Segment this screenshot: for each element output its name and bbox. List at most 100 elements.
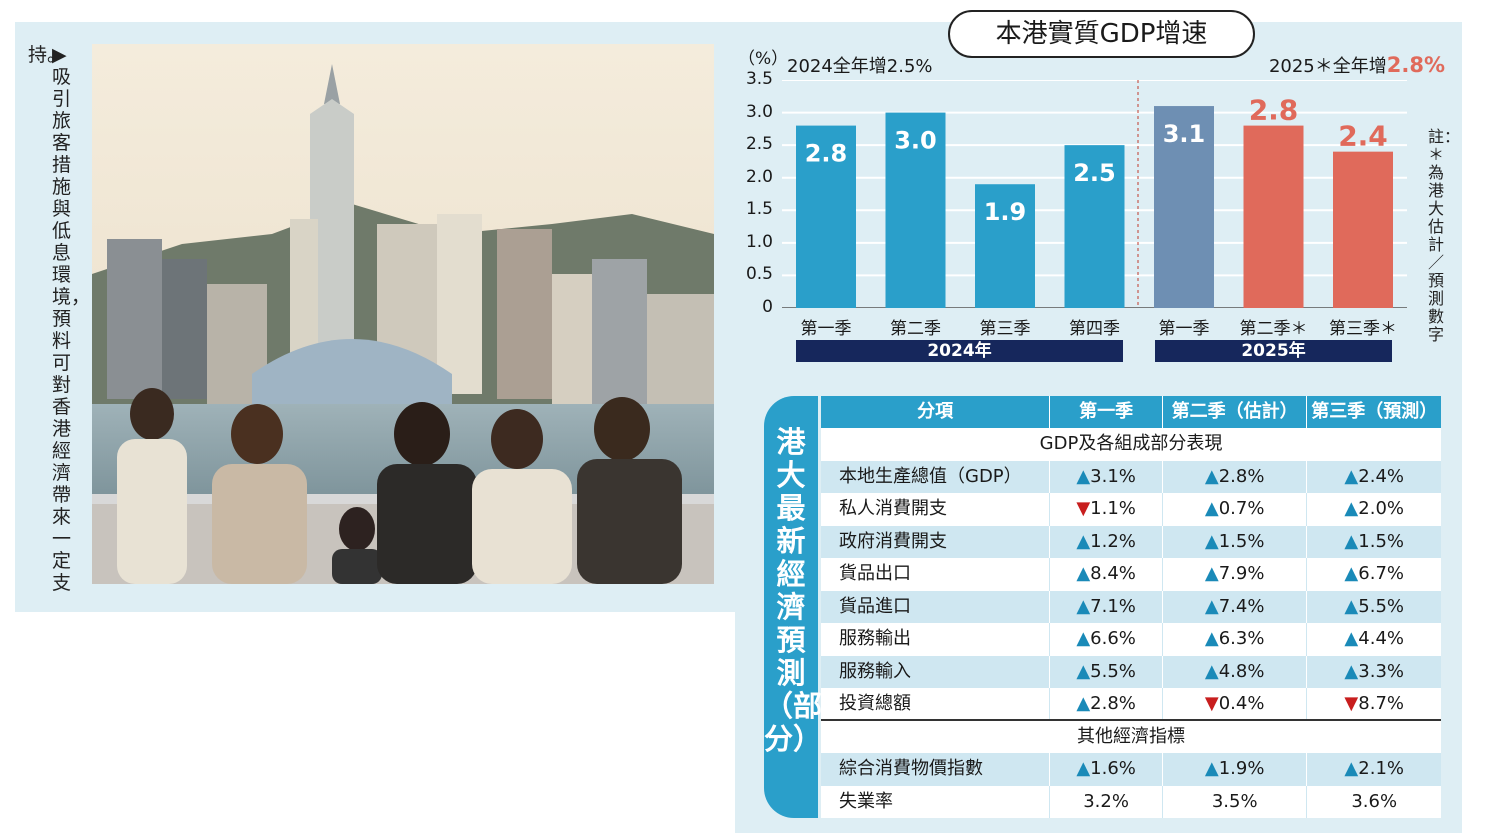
up-arrow-icon: ▲	[1076, 660, 1091, 682]
bar	[1154, 106, 1214, 308]
annotation-2025-value: 2.8%	[1386, 53, 1445, 77]
x-tick-label: 第三季	[979, 319, 1031, 339]
y-tick-label: 1.5	[745, 199, 773, 220]
photo-caption-tail: 持。	[28, 44, 67, 66]
cell-q3: ▲2.4%	[1344, 465, 1404, 487]
cell-q1: ▲6.6%	[1050, 623, 1163, 656]
bar	[975, 184, 1035, 308]
chart-title: 本港實質GDP增速	[948, 10, 1255, 58]
row-label: 服務輸出	[821, 623, 1051, 656]
up-arrow-icon: ▲	[1204, 758, 1219, 779]
annotation-2025: 2025＊全年增2.8%	[1269, 52, 1445, 78]
cell-q3: ▲5.5%	[1344, 595, 1404, 617]
cell-q3: ▲3.3%	[1344, 660, 1404, 682]
up-arrow-icon: ▲	[1076, 465, 1091, 487]
forecast-table: 分項 第一季 第二季（估計） 第三季（預測） GDP及各組成部分表現 本地生產總…	[821, 396, 1441, 818]
bar-value-label: 2.8	[1249, 94, 1299, 127]
table-row: 綜合消費物價指數 ▲1.6% ▲1.9% ▲2.1%	[821, 753, 1441, 786]
up-arrow-icon: ▲	[1344, 595, 1359, 617]
y-tick-label: 3.5	[745, 69, 773, 89]
cell-q3: ▼8.7%	[1344, 693, 1404, 714]
row-label: 投資總額	[821, 688, 1051, 721]
y-tick-label: 0	[762, 297, 773, 317]
up-arrow-icon: ▲	[1344, 498, 1359, 519]
cell-q3: ▲1.5%	[1344, 530, 1404, 552]
table-row: 私人消費開支 ▼1.1% ▲0.7% ▲2.0%	[821, 493, 1441, 526]
row-label: 貨品出口	[821, 558, 1051, 591]
section-gdp-components: GDP及各組成部分表現	[821, 428, 1441, 461]
up-arrow-icon: ▲	[1076, 530, 1091, 552]
up-arrow-icon: ▲	[1204, 530, 1219, 552]
table-rows-other: 綜合消費物價指數 ▲1.6% ▲1.9% ▲2.1% 失業率 3.2% 3.5% 3.6%	[821, 753, 1441, 818]
up-arrow-icon: ▲	[1344, 628, 1359, 649]
bar-value-label: 2.8	[805, 140, 848, 168]
up-arrow-icon: ▲	[1204, 660, 1219, 682]
x-tick-label: 第二季	[890, 319, 941, 339]
harbour-photo	[92, 44, 714, 584]
bar-value-label: 3.1	[1163, 120, 1206, 148]
y-tick-label: 2.0	[745, 166, 773, 187]
chart-plot: 2.8 3.0 1.9 2.5 3.1 2.8 2.4	[782, 80, 1407, 308]
table-row: 貨品進口 ▲7.1% ▲7.4% ▲5.5%	[821, 590, 1441, 623]
background-curve	[620, 612, 735, 833]
row-label: 本地生產總值（GDP）	[821, 460, 1051, 493]
header-q1: 第一季	[1050, 396, 1163, 428]
cell-q3: 3.6%	[1351, 790, 1398, 812]
table-row: 失業率 3.2% 3.5% 3.6%	[821, 785, 1441, 818]
cell-q2: 3.5%	[1163, 785, 1308, 818]
cell-q2: ▼0.4%	[1163, 688, 1308, 721]
x-tick-label: 第一季	[800, 319, 852, 339]
down-arrow-icon: ▼	[1204, 693, 1219, 714]
y-tick-label: 3.0	[745, 101, 773, 122]
cell-q2: ▲0.7%	[1163, 493, 1308, 526]
cell-q2: ▲7.9%	[1163, 558, 1308, 591]
year-bar-2025: 2025年	[1155, 340, 1392, 362]
row-label: 私人消費開支	[821, 493, 1051, 526]
header-item: 分項	[821, 396, 1051, 428]
up-arrow-icon: ▲	[1204, 628, 1219, 649]
row-label: 服務輸入	[821, 655, 1051, 688]
table-rows-gdp: 本地生產總值（GDP） ▲3.1% ▲2.8% ▲2.4% 私人消費開支 ▼1.1% ▲0.…	[821, 460, 1441, 721]
bar	[796, 125, 856, 308]
cell-q2: ▲6.3%	[1163, 623, 1308, 656]
table-row: 本地生產總值（GDP） ▲3.1% ▲2.8% ▲2.4%	[821, 460, 1441, 493]
annotation-2024: 2024全年增2.5%	[787, 56, 933, 77]
up-arrow-icon: ▲	[1204, 563, 1219, 584]
up-arrow-icon: ▲	[1344, 465, 1359, 487]
up-arrow-icon: ▲	[1076, 758, 1091, 779]
section-other-indicators: 其他經濟指標	[821, 720, 1441, 753]
cell-q2: ▲2.8%	[1163, 460, 1308, 493]
table-row: 貨品出口 ▲8.4% ▲7.9% ▲6.7%	[821, 558, 1441, 591]
up-arrow-icon: ▲	[1076, 563, 1091, 584]
y-tick-label: 2.5	[745, 134, 773, 155]
cell-q2: ▲1.9%	[1163, 753, 1308, 786]
table-row: 政府消費開支 ▲1.2% ▲1.5% ▲1.5%	[821, 525, 1441, 558]
bar	[1243, 125, 1304, 308]
cell-q1: ▲3.1%	[1050, 460, 1163, 493]
bar	[885, 112, 946, 308]
annotation-2025-prefix: 2025＊全年增	[1268, 56, 1387, 77]
up-arrow-icon: ▲	[1076, 628, 1091, 649]
header-q2: 第二季（估計）	[1163, 396, 1308, 428]
y-tick-label: 0.5	[745, 264, 773, 285]
row-label: 貨品進口	[821, 590, 1051, 623]
table-row: 投資總額 ▲2.8% ▼0.4% ▼8.7%	[821, 688, 1441, 721]
bar-value-label: 2.4	[1338, 120, 1388, 153]
cell-q3: ▲4.4%	[1344, 628, 1404, 649]
chart-note: 註：＊為港大估計／預測數字	[1428, 127, 1461, 344]
up-arrow-icon: ▲	[1204, 465, 1219, 487]
table-header-row: 分項 第一季 第二季（估計） 第三季（預測）	[821, 396, 1441, 428]
bar	[1333, 151, 1393, 308]
x-tick-label: 第二季＊	[1239, 319, 1308, 339]
cell-q1: ▼1.1%	[1050, 493, 1163, 526]
bar	[1064, 145, 1125, 308]
cell-q1: ▲7.1%	[1050, 590, 1163, 623]
photo-caption: ▶吸引旅客措施與低息環境，預料可對香港經濟帶來一定支	[52, 44, 91, 594]
up-arrow-icon: ▲	[1344, 530, 1359, 552]
chart-svg: 2.8 3.0 1.9 2.5 3.1 2.8 2.4	[782, 80, 1407, 308]
down-arrow-icon: ▼	[1344, 693, 1359, 714]
cell-q1: ▲5.5%	[1050, 655, 1163, 688]
y-axis-unit: （%）	[738, 49, 789, 69]
table-side-title-text: 港大最新經濟預測（部分）	[764, 425, 823, 756]
row-label: 綜合消費物價指數	[821, 753, 1051, 786]
